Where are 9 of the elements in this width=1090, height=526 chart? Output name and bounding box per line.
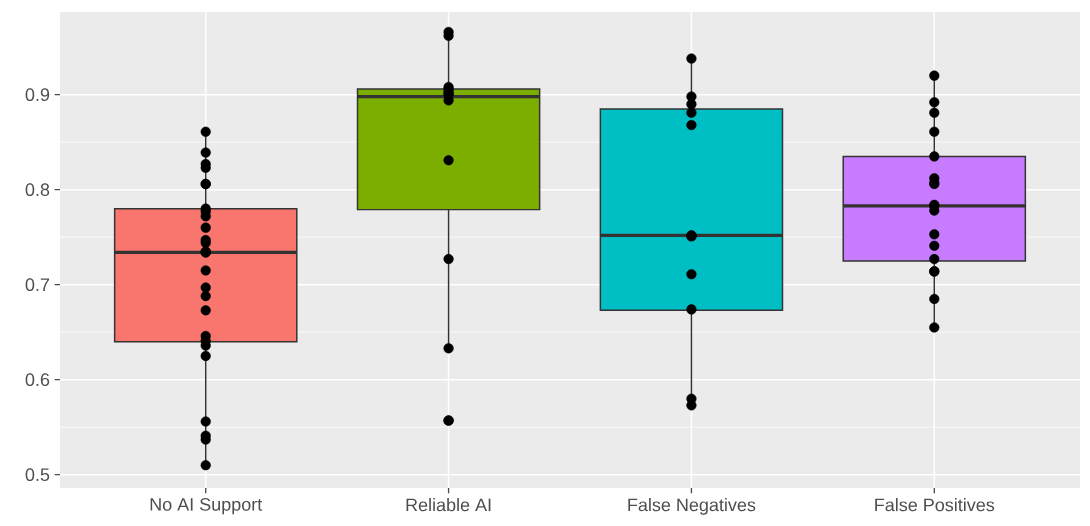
y-tick-label: 0.7 xyxy=(25,278,50,292)
x-tick-label: False Negatives xyxy=(628,498,756,515)
x-tick-label: False Positives xyxy=(875,498,995,512)
x-tick-label: No AI Support xyxy=(150,498,263,515)
y-tick-label: 0.8 xyxy=(25,183,50,197)
y-tick-label: 0.6 xyxy=(25,373,50,387)
x-tick-label: Reliable AI xyxy=(406,498,491,512)
y-tick-label: 0.5 xyxy=(25,468,50,482)
y-tick-label: 0.9 xyxy=(25,88,50,102)
